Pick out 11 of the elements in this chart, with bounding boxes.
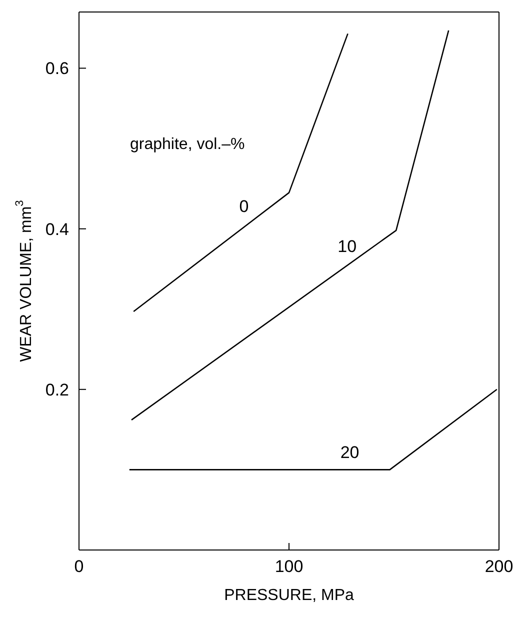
- x-tick-label: 200: [484, 557, 514, 576]
- series-label: 0: [239, 197, 249, 216]
- y-tick-label: 0.4: [45, 220, 69, 239]
- series-label: 10: [338, 236, 357, 256]
- x-tick-label: 0: [74, 557, 84, 576]
- series-label: 20: [340, 443, 360, 462]
- x-axis-title: PRESSURE, MPa: [224, 587, 354, 604]
- x-tick-label: 100: [274, 557, 304, 576]
- legend-title: graphite, vol.–%: [130, 136, 245, 154]
- y-tick-label: 0.2: [45, 380, 69, 400]
- y-tick-label: 0.6: [45, 59, 69, 78]
